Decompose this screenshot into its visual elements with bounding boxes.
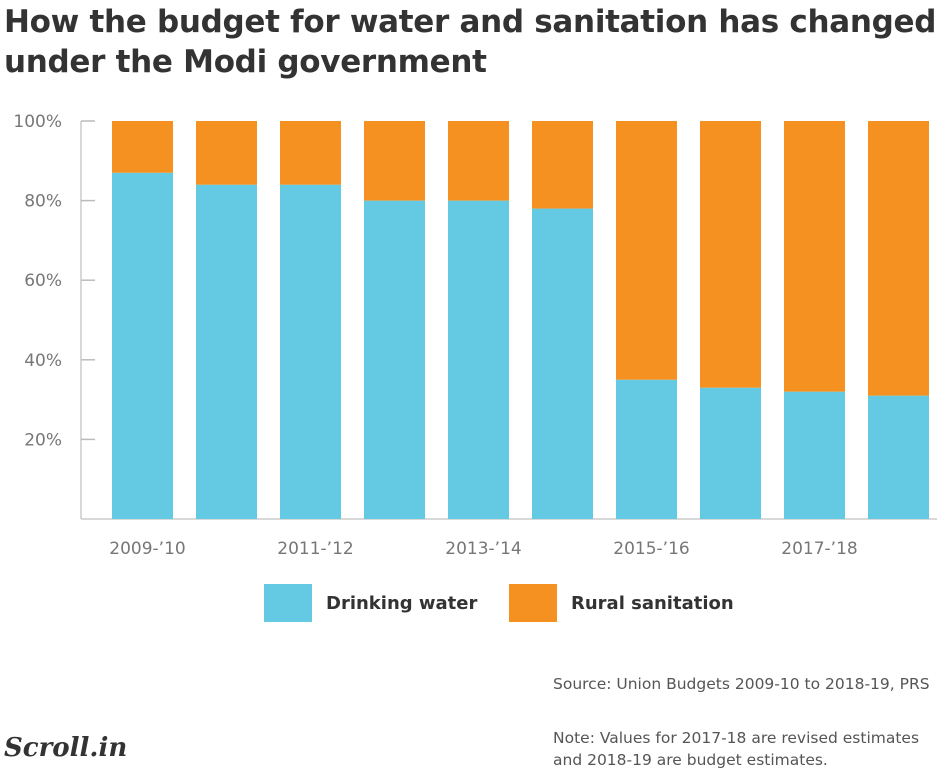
bar-rural-sanitation [532, 121, 593, 209]
bar-rural-sanitation [616, 121, 677, 380]
legend-drinking-water: Drinking water [264, 584, 477, 622]
bar-drinking-water [700, 387, 761, 519]
bar-rural-sanitation [280, 121, 341, 185]
bar-drinking-water [112, 172, 173, 520]
y-tick-label: 20% [24, 430, 62, 450]
legend-label: Rural sanitation [571, 592, 734, 614]
bar-rural-sanitation [364, 121, 425, 201]
x-tick-label: 2015-’16 [613, 539, 689, 559]
bar-rural-sanitation [112, 121, 173, 173]
bar-rural-sanitation [700, 121, 761, 388]
bar-drinking-water [784, 391, 845, 519]
bar-drinking-water [868, 395, 929, 519]
source-note: Source: Union Budgets 2009-10 to 2018-19… [553, 675, 930, 693]
bar-rural-sanitation [448, 121, 509, 201]
legend-swatch-rural-sanitation [509, 584, 557, 622]
legend-swatch-drinking-water [264, 584, 312, 622]
x-tick-label: 2009-’10 [109, 539, 185, 559]
chart-title: How the budget for water and sanitation … [4, 4, 937, 80]
bar-drinking-water [532, 208, 593, 519]
bar-rural-sanitation [868, 121, 929, 396]
x-tick-label: 2013-’14 [445, 539, 521, 559]
x-tick-label: 2011-’12 [277, 539, 353, 559]
y-tick-label: 80% [24, 192, 62, 212]
y-tick-label: 100% [13, 112, 62, 132]
y-tick-label: 40% [24, 351, 62, 371]
bar-drinking-water [448, 200, 509, 519]
bar-drinking-water [616, 379, 677, 519]
bar-rural-sanitation [196, 121, 257, 185]
x-tick-label: 2017-’18 [781, 539, 857, 559]
estimates-note: Note: Values for 2017-18 are revised est… [553, 729, 920, 769]
bar-drinking-water [364, 200, 425, 519]
scroll-logo: Scroll.in [4, 733, 128, 763]
legend-label: Drinking water [326, 592, 478, 614]
bar-drinking-water [196, 184, 257, 519]
legend-rural-sanitation: Rural sanitation [509, 584, 734, 622]
bar-drinking-water [280, 184, 341, 519]
bar-rural-sanitation [784, 121, 845, 392]
y-tick-label: 60% [24, 271, 62, 291]
